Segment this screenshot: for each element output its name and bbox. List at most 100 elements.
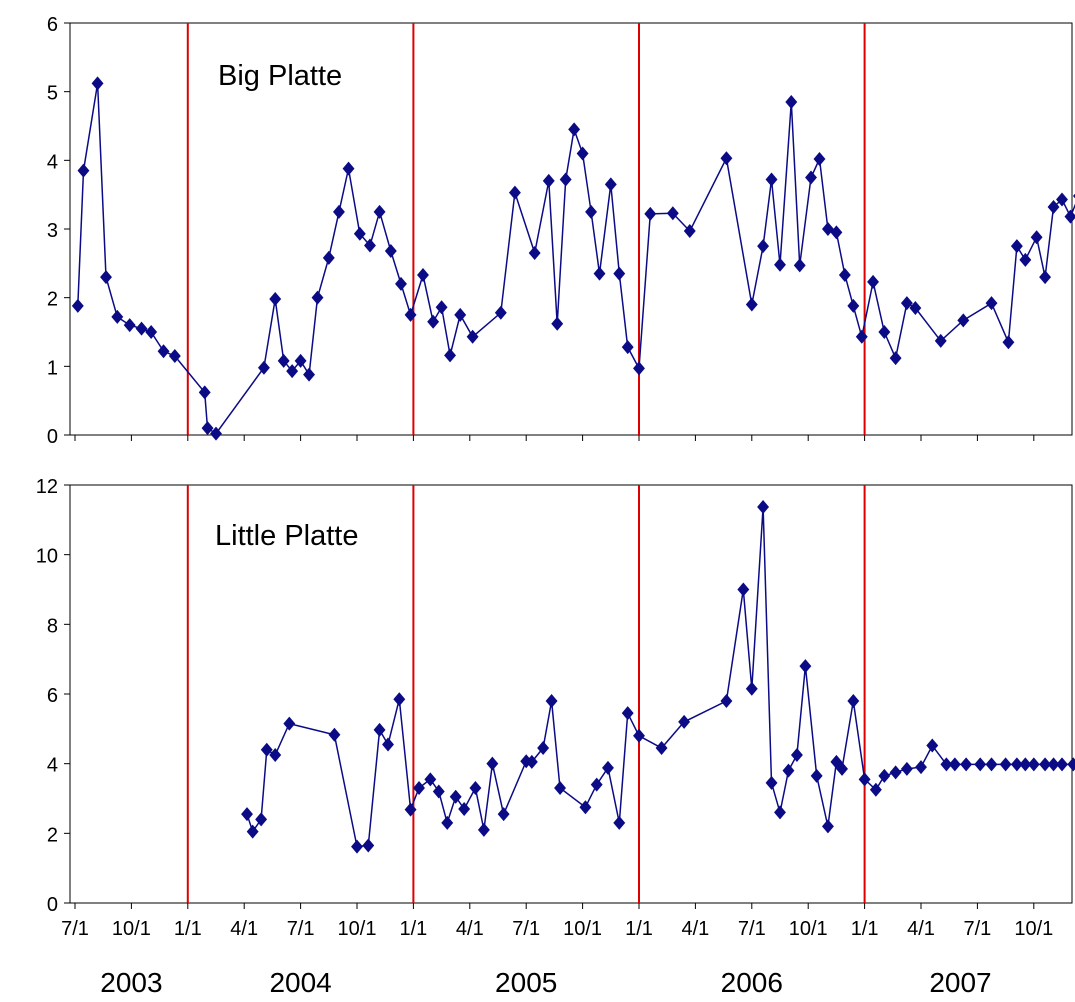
x-tick-label: 10/1 — [338, 918, 377, 940]
data-point — [765, 172, 778, 187]
x-tick-label: 4/1 — [456, 918, 484, 940]
data-point — [1002, 335, 1015, 350]
data-point — [790, 747, 803, 762]
little-platte-panel: 0 2 4 6 8 10 12 Little Platte — [36, 476, 1075, 916]
data-point — [633, 361, 645, 376]
data-point — [382, 737, 394, 752]
data-point — [91, 76, 104, 91]
little-platte-title: Little Platte — [215, 520, 358, 552]
data-point — [621, 706, 634, 721]
data-point — [602, 760, 614, 775]
data-point — [286, 364, 299, 379]
data-point — [260, 742, 273, 757]
big-platte-series-line — [77, 83, 1075, 435]
data-point — [1010, 239, 1023, 254]
data-point — [878, 325, 891, 339]
data-point — [830, 225, 843, 240]
data-point — [198, 385, 211, 400]
data-point — [454, 307, 467, 322]
little-platte-series-line — [246, 506, 1075, 848]
y-tick-label: 2 — [47, 824, 58, 846]
data-point — [757, 239, 770, 254]
data-point — [782, 763, 795, 778]
y-tick-label: 1 — [47, 357, 58, 379]
data-point — [757, 499, 770, 514]
data-point — [364, 238, 376, 253]
data-point — [458, 801, 471, 816]
data-point — [466, 329, 479, 344]
data-point — [999, 757, 1012, 772]
data-point — [384, 243, 397, 258]
data-point — [960, 757, 973, 772]
data-point — [1047, 757, 1060, 772]
data-point — [322, 250, 335, 265]
data-point — [869, 782, 882, 797]
data-point — [1072, 193, 1075, 199]
data-point — [745, 681, 758, 696]
data-point — [1047, 200, 1060, 215]
x-tick-label: 4/1 — [681, 918, 709, 940]
data-point — [793, 258, 806, 273]
data-point — [867, 274, 880, 289]
data-point — [838, 268, 851, 283]
data-point — [633, 728, 645, 743]
x-tick-label: 10/1 — [1014, 918, 1053, 940]
data-point — [568, 122, 581, 137]
x-tick-label: 10/1 — [563, 918, 602, 940]
data-point — [269, 747, 282, 762]
y-tick-label: 6 — [47, 14, 58, 36]
data-point — [836, 761, 848, 776]
data-point — [1056, 192, 1068, 207]
data-point — [1064, 209, 1075, 224]
data-point — [277, 353, 290, 368]
data-point — [765, 775, 778, 790]
data-point — [123, 318, 136, 333]
data-point — [889, 765, 902, 780]
data-point — [613, 815, 626, 830]
data-point — [666, 206, 679, 221]
data-point — [413, 781, 425, 796]
data-point — [373, 722, 386, 737]
y-tick-label: 0 — [47, 426, 58, 448]
data-point — [926, 738, 939, 753]
data-point — [449, 789, 462, 804]
data-point — [477, 822, 490, 837]
data-point — [424, 772, 437, 787]
data-point — [745, 297, 758, 312]
year-label: 2003 — [100, 967, 162, 998]
x-tick-label: 7/1 — [287, 918, 315, 940]
data-point — [678, 714, 691, 729]
data-point — [520, 754, 533, 769]
x-tick-label: 4/1 — [907, 918, 935, 940]
x-axis-tick-labels: 7/1 10/1 1/1 4/1 7/1 10/1 1/1 4/1 7/1 10/1 1/1 4/1 7… — [61, 918, 1053, 940]
data-point — [404, 307, 417, 322]
data-point — [957, 313, 970, 328]
y-tick-label: 5 — [47, 83, 58, 105]
data-point — [1067, 757, 1075, 772]
data-point — [395, 276, 407, 291]
y-tick-label: 0 — [47, 894, 58, 916]
data-point — [210, 426, 222, 441]
data-point — [909, 300, 922, 315]
data-point — [810, 768, 823, 783]
year-labels: 2003 2004 2005 2006 2007 — [100, 967, 991, 998]
data-point — [934, 333, 947, 348]
data-point — [542, 173, 555, 188]
x-tick-label: 7/1 — [963, 918, 991, 940]
data-point — [644, 206, 657, 221]
data-point — [303, 367, 316, 382]
x-tick-label: 7/1 — [61, 918, 89, 940]
data-point — [201, 421, 214, 436]
data-point — [525, 754, 538, 769]
data-point — [71, 298, 84, 313]
x-tick-label: 1/1 — [399, 918, 427, 940]
x-tick-label: 10/1 — [789, 918, 828, 940]
data-point — [985, 296, 998, 311]
data-point — [441, 815, 454, 830]
data-point — [900, 761, 913, 776]
data-point — [486, 756, 499, 771]
data-point — [554, 781, 566, 796]
data-point — [604, 177, 617, 192]
data-point — [813, 151, 826, 166]
y-tick-label: 3 — [47, 220, 58, 242]
